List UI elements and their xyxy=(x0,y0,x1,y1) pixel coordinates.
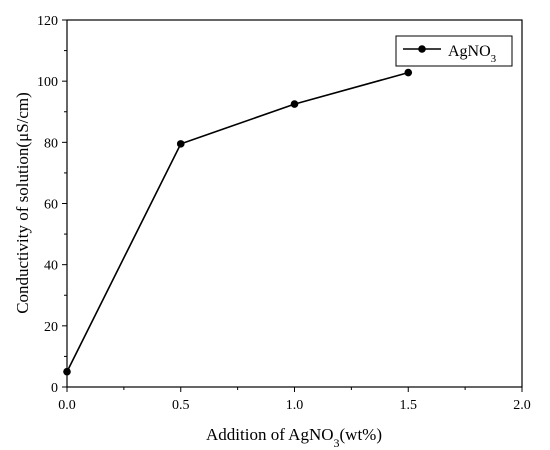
data-point xyxy=(404,68,413,77)
x-tick-label: 1.5 xyxy=(400,398,418,413)
x-tick-label: 0.5 xyxy=(172,398,190,413)
x-tick-label: 0.0 xyxy=(58,398,76,413)
series-layer xyxy=(63,68,413,376)
legend: AgNO3 xyxy=(395,35,513,67)
y-tick-label: 40 xyxy=(44,259,58,274)
x-axis-label: Addition of AgNO3(wt%) xyxy=(206,425,382,450)
y-axis-ticks: 0 20 40 60 80 100 120 xyxy=(37,14,67,396)
plot-frame xyxy=(66,19,523,388)
y-tick-label: 100 xyxy=(37,75,58,90)
x-tick-label: 1.0 xyxy=(286,398,304,413)
x-tick-label: 2.0 xyxy=(513,398,531,413)
data-point xyxy=(63,367,71,376)
legend-box xyxy=(395,35,513,67)
y-tick-label: 20 xyxy=(44,320,58,335)
y-tick-label: 60 xyxy=(44,198,58,213)
y-axis-label: Conductivity of solution(μS/cm) xyxy=(13,92,32,314)
legend-marker xyxy=(418,45,426,53)
legend-label: AgNO3 xyxy=(448,43,497,65)
data-point xyxy=(176,140,185,148)
data-point xyxy=(290,100,299,108)
series-line xyxy=(66,71,409,373)
y-tick-label: 120 xyxy=(37,14,58,29)
y-tick-label: 80 xyxy=(44,136,58,151)
x-axis-ticks: 0.0 0.5 1.0 1.5 2.0 xyxy=(58,387,531,413)
y-tick-label: 0 xyxy=(51,381,58,396)
